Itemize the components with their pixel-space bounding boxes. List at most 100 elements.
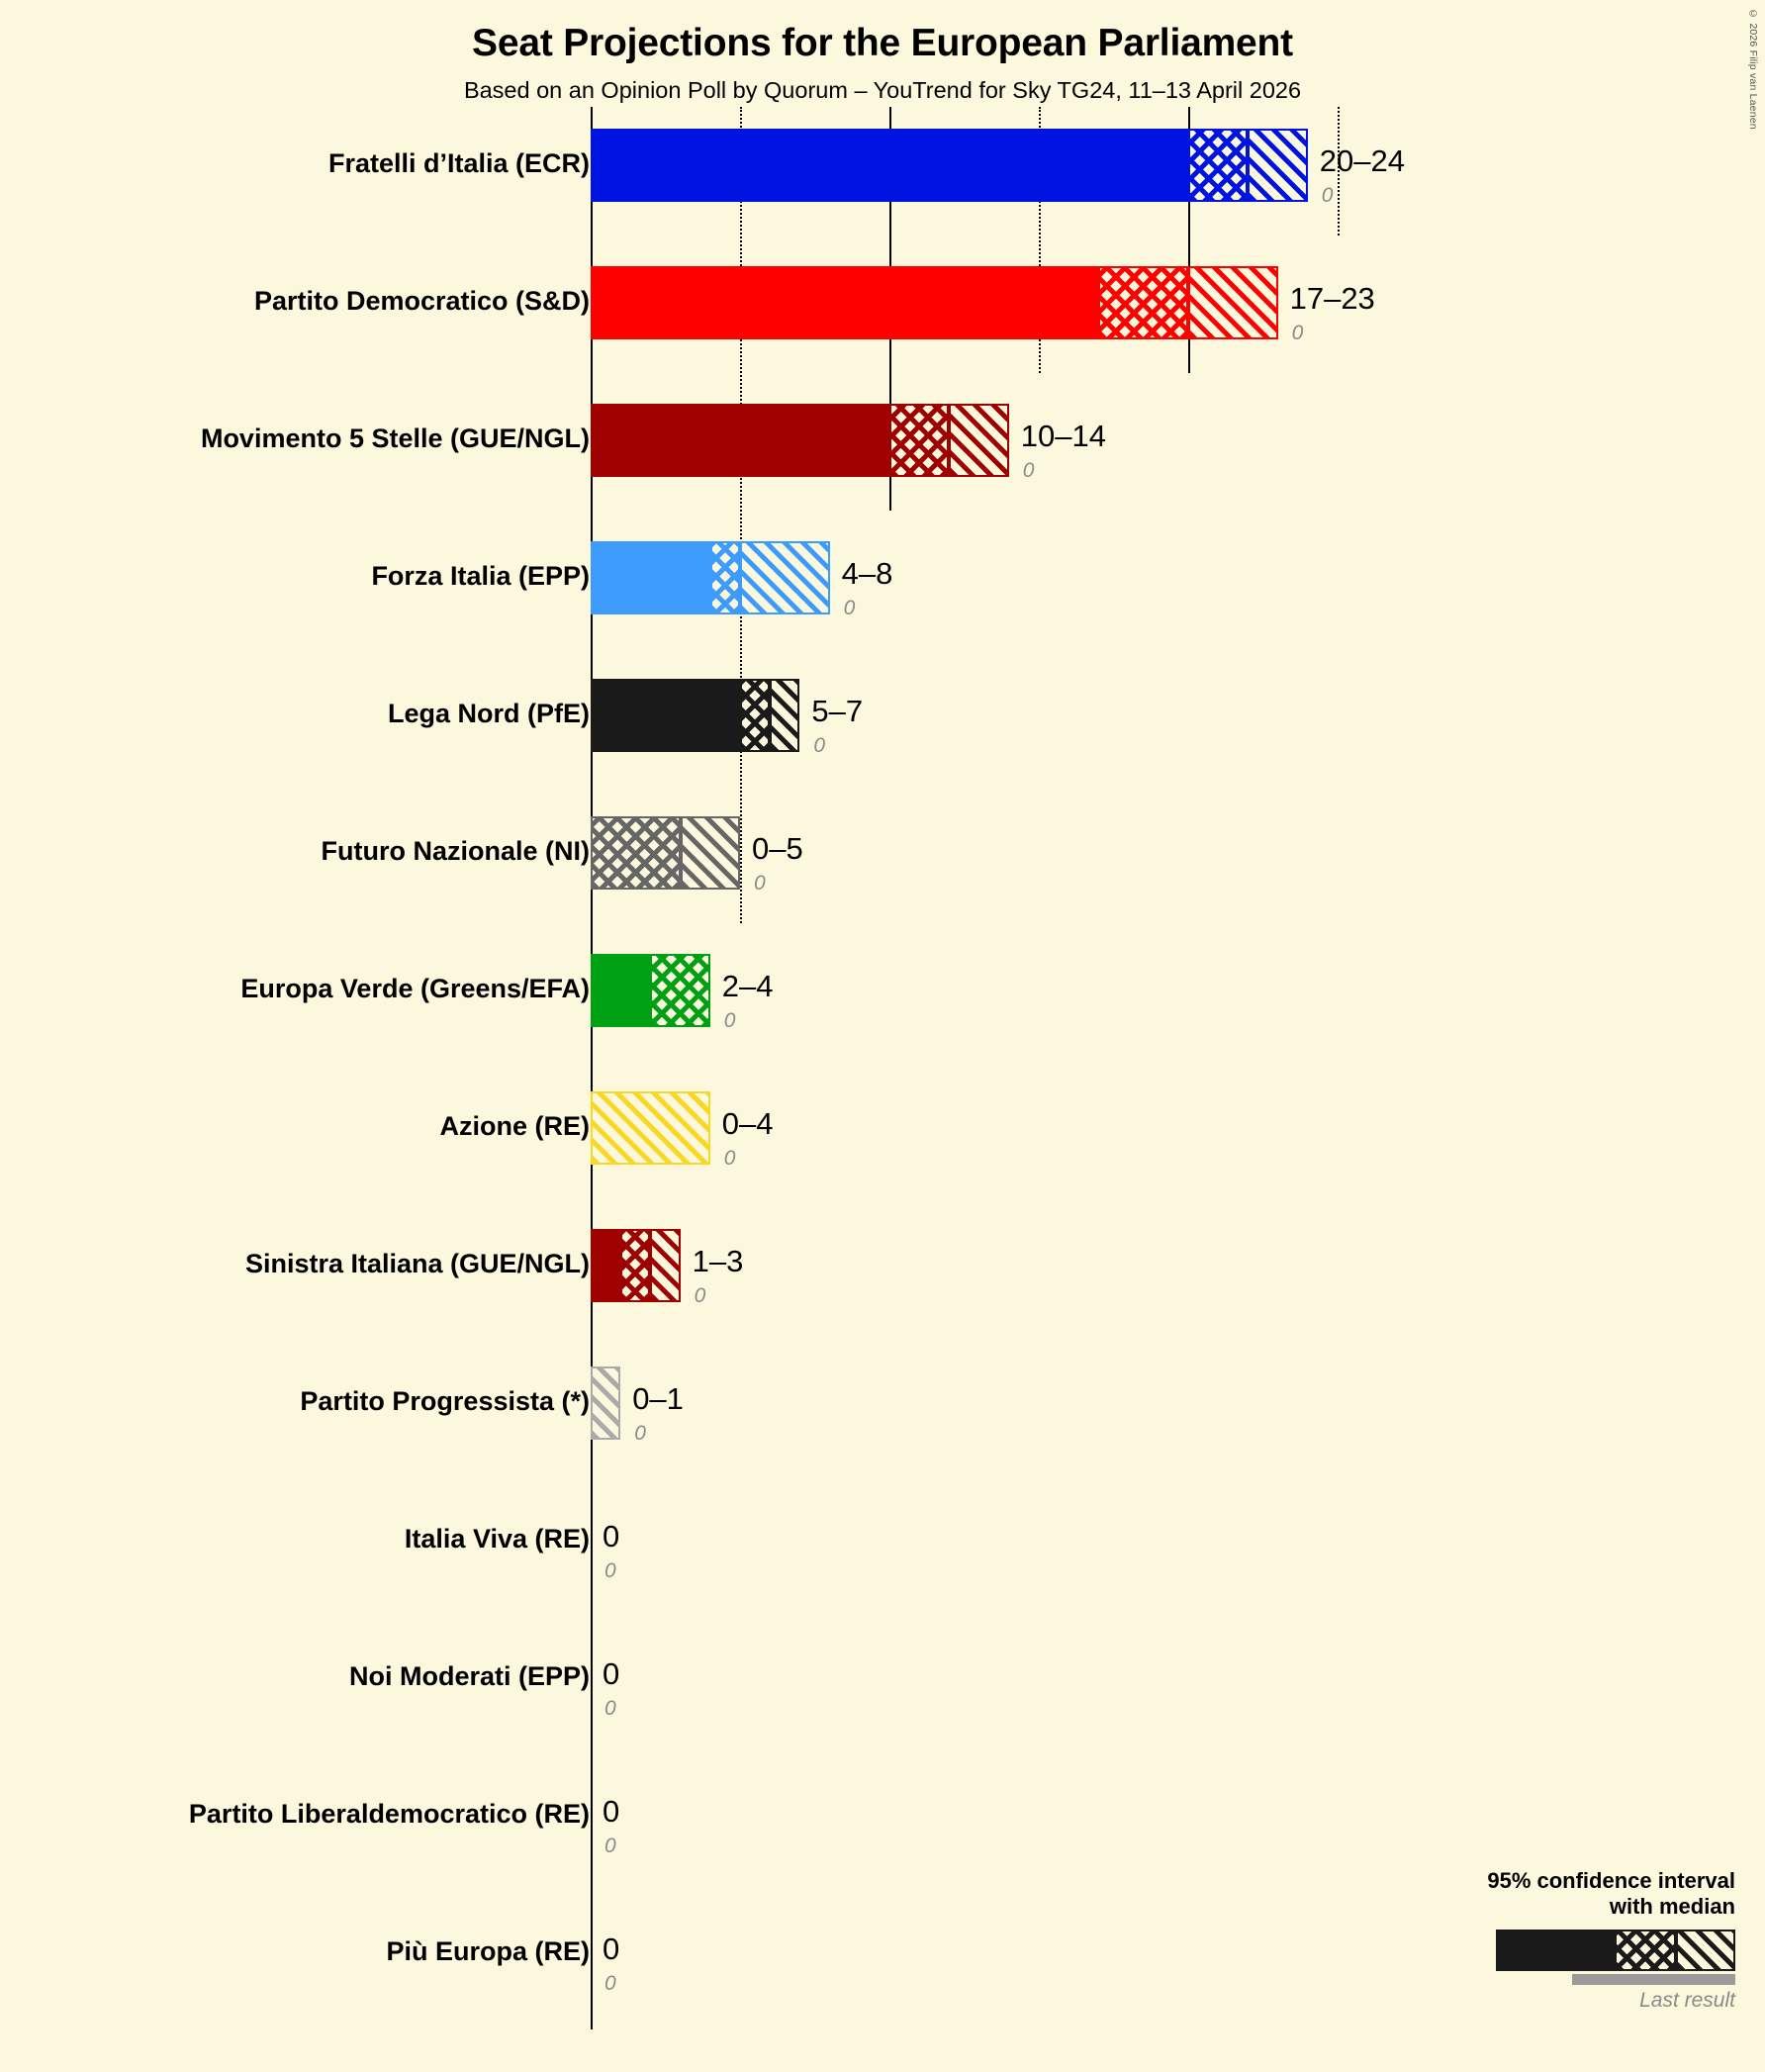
- last-result-value: 0: [694, 1284, 706, 1307]
- gridline-20: [1188, 107, 1190, 373]
- bar-segment-crosshatch: [1098, 266, 1188, 339]
- chart-row: Partito Liberaldemocratico (RE) 0 0: [0, 1779, 1765, 1856]
- gridline-5: [740, 107, 742, 923]
- bar-segment-diagonal: [949, 404, 1009, 477]
- bar-segment-diagonal: [770, 679, 800, 752]
- bar-segment-solid: [591, 541, 710, 614]
- chart-row: Partito Democratico (S&D) 17–23 0: [0, 266, 1765, 343]
- bar-segment-solid: [591, 129, 1188, 202]
- chart-row: Sinistra Italiana (GUE/NGL) 1–3 0: [0, 1229, 1765, 1306]
- last-result-value: 0: [604, 1972, 616, 1995]
- chart-row: Forza Italia (EPP) 4–8 0: [0, 541, 1765, 618]
- bar-group: [591, 1229, 681, 1302]
- seat-range-label: 0–1: [632, 1381, 684, 1416]
- last-result-value: 0: [723, 1009, 736, 1032]
- party-label: Movimento 5 Stelle (GUE/NGL): [200, 424, 590, 453]
- bar-segment-diagonal: [1188, 266, 1278, 339]
- chart-row: Azione (RE) 0–4 0: [0, 1091, 1765, 1169]
- seat-range-label: 17–23: [1289, 281, 1375, 316]
- bar-segment-crosshatch: [591, 816, 681, 890]
- seat-range-label: 0–5: [752, 831, 803, 866]
- bar-group: [591, 1504, 592, 1577]
- last-result-value: 0: [1022, 459, 1035, 482]
- bar-segment-solid: [591, 404, 889, 477]
- legend-last-result-bar: [1572, 1973, 1735, 1985]
- legend-title-line1: 95% confidence interval: [1487, 1868, 1735, 1893]
- seat-range-label: 5–7: [811, 694, 864, 728]
- bar-group: [591, 129, 1308, 202]
- bar-segment-crosshatch: [709, 541, 740, 614]
- last-result-value: 0: [1321, 184, 1334, 207]
- party-label: Noi Moderati (EPP): [348, 1661, 590, 1691]
- seat-range-label: 0–4: [721, 1106, 774, 1141]
- bar-segment-crosshatch: [620, 1229, 651, 1302]
- party-label: Partito Democratico (S&D): [253, 286, 590, 316]
- party-label: Partito Progressista (*): [300, 1386, 590, 1416]
- chart-legend: 95% confidence interval with median Last…: [1429, 1868, 1735, 2013]
- bar-segment-diagonal: [740, 541, 830, 614]
- chart-row: Europa Verde (Greens/EFA) 2–4 0: [0, 954, 1765, 1031]
- bar-group: [591, 679, 800, 752]
- last-result-value: 0: [604, 1559, 616, 1582]
- bar-segment-solid: [591, 679, 740, 752]
- last-result-value: 0: [604, 1697, 616, 1720]
- bar-segment-crosshatch: [1188, 129, 1249, 202]
- bar-group: [591, 816, 740, 890]
- chart-row: Futuro Nazionale (NI) 0–5 0: [0, 816, 1765, 894]
- party-label: Italia Viva (RE): [404, 1524, 590, 1554]
- gridline-25: [1338, 107, 1340, 235]
- last-result-value: 0: [634, 1422, 646, 1445]
- chart-row: Italia Viva (RE) 0 0: [0, 1504, 1765, 1581]
- legend-segment-solid: [1496, 1929, 1615, 1971]
- bar-segment-crosshatch: [889, 404, 950, 477]
- seat-range-label: 20–24: [1319, 143, 1406, 178]
- copyright-notice: © 2026 Filip van Laenen: [1747, 8, 1759, 130]
- legend-segment-diag: [1676, 1929, 1735, 1971]
- chart-row: Noi Moderati (EPP) 0 0: [0, 1642, 1765, 1719]
- party-label: Azione (RE): [439, 1111, 591, 1141]
- chart-row: Movimento 5 Stelle (GUE/NGL) 10–14 0: [0, 404, 1765, 481]
- last-result-value: 0: [723, 1147, 736, 1170]
- bar-group: [591, 1642, 592, 1715]
- party-label: Più Europa (RE): [386, 1936, 590, 1966]
- party-label: Lega Nord (PfE): [387, 699, 590, 728]
- seat-range-label: 0: [603, 1519, 620, 1554]
- bar-segment-solid: [591, 1229, 621, 1302]
- last-result-value: 0: [754, 872, 766, 895]
- bar-segment-solid: [591, 954, 651, 1027]
- bar-group: [591, 404, 1009, 477]
- party-label: Partito Liberaldemocratico (RE): [188, 1799, 590, 1829]
- party-label: Europa Verde (Greens/EFA): [240, 974, 590, 1003]
- party-label: Futuro Nazionale (NI): [321, 836, 591, 866]
- chart-row: Partito Progressista (*) 0–1 0: [0, 1366, 1765, 1444]
- party-label: Forza Italia (EPP): [371, 561, 590, 591]
- seat-range-label: 2–4: [721, 969, 774, 1003]
- chart-row: Fratelli d’Italia (ECR) 20–24 0: [0, 129, 1765, 206]
- bar-group: [591, 1779, 592, 1852]
- bar-group: [591, 1917, 592, 1990]
- party-label: Fratelli d’Italia (ECR): [327, 148, 590, 178]
- bar-segment-diagonal: [650, 1229, 681, 1302]
- legend-last-result-label: Last result: [1639, 1988, 1735, 2012]
- bar-segment-solid: [591, 266, 1099, 339]
- seat-range-label: 0: [603, 1794, 620, 1829]
- seat-range-label: 0: [603, 1931, 620, 1966]
- seat-range-label: 10–14: [1020, 419, 1107, 453]
- y-axis-line: [591, 107, 593, 2029]
- bar-segment-crosshatch: [740, 679, 771, 752]
- last-result-value: 0: [604, 1835, 616, 1857]
- legend-title: 95% confidence interval with median: [1429, 1868, 1735, 1920]
- bar-group: [591, 541, 830, 614]
- legend-title-line2: with median: [1609, 1893, 1735, 1919]
- last-result-value: 0: [813, 734, 826, 757]
- seat-range-label: 1–3: [692, 1244, 744, 1278]
- bar-group: [591, 1366, 621, 1440]
- legend-sample-bar: [1496, 1929, 1735, 1971]
- chart-row: Più Europa (RE) 0 0: [0, 1917, 1765, 1994]
- last-result-value: 0: [843, 597, 856, 619]
- bar-segment-diagonal: [591, 1091, 710, 1165]
- last-result-value: 0: [1291, 322, 1304, 344]
- party-label: Sinistra Italiana (GUE/NGL): [244, 1249, 590, 1278]
- bar-segment-diagonal: [591, 1366, 621, 1440]
